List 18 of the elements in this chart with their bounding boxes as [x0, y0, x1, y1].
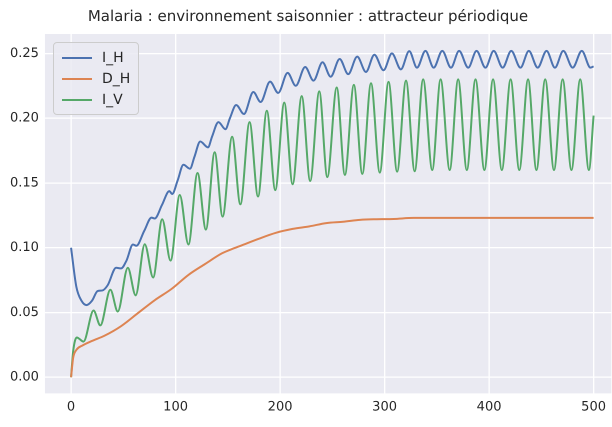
x-tick-label: 100	[163, 400, 188, 415]
y-tick-label: 0.05	[10, 304, 39, 320]
y-tick-label: 0.20	[10, 110, 39, 126]
y-tick-label: 0.10	[10, 240, 39, 256]
x-tick-label: 500	[581, 400, 606, 415]
line-series	[70, 216, 595, 378]
legend-label: I_V	[102, 92, 123, 108]
x-tick-label: 400	[476, 400, 502, 415]
legend-label: I_H	[102, 50, 124, 66]
legend-label: D_H	[102, 70, 130, 86]
y-tick-label: 0.00	[10, 370, 39, 385]
x-tick-label: 300	[372, 400, 397, 415]
x-tick-label: 200	[268, 400, 292, 415]
x-tick-label: 0	[66, 400, 76, 415]
chart-title: Malaria : environnement saisonnier : attracteur périodique	[88, 6, 528, 25]
y-tick-label: 0.25	[10, 46, 39, 61]
line-series	[70, 50, 595, 306]
y-tick-label: 0.15	[10, 175, 39, 190]
